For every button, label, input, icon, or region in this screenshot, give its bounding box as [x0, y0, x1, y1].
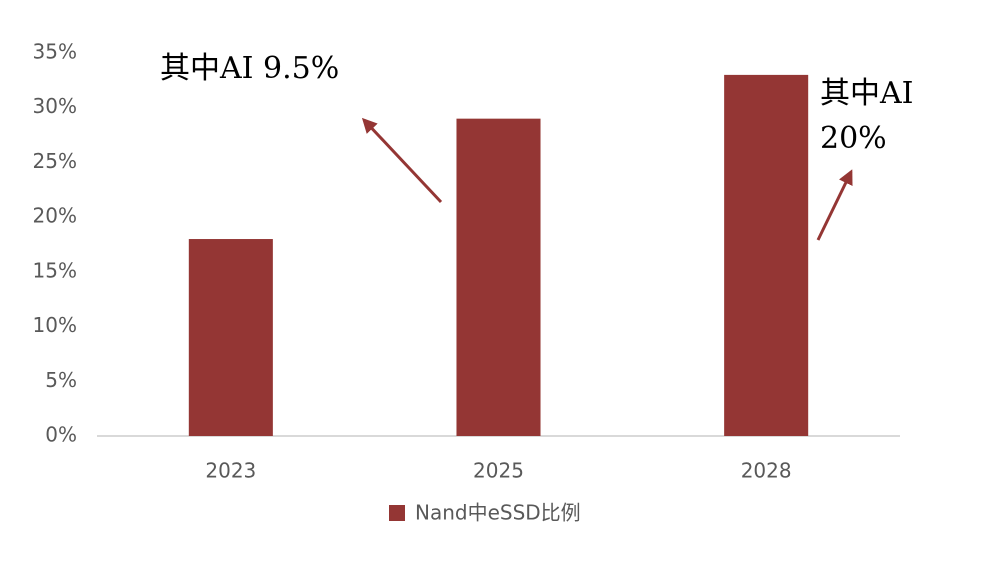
x-tick-label: 2028	[741, 459, 792, 483]
y-tick-label: 15%	[33, 258, 77, 282]
y-tick-label: 25%	[33, 149, 77, 173]
annotation: 其中AI 9.5%	[160, 51, 339, 86]
bar	[188, 239, 273, 436]
y-tick-label: 30%	[33, 94, 77, 118]
y-tick-label: 0%	[45, 423, 77, 447]
annotation: 其中AI	[820, 76, 914, 111]
annotation: 20%	[820, 121, 887, 156]
x-tick-label: 2025	[473, 459, 524, 483]
y-tick-label: 10%	[33, 313, 77, 337]
legend-swatch	[389, 505, 405, 521]
annotation-arrow	[816, 169, 853, 241]
annotation-arrow	[361, 117, 443, 204]
y-tick-label: 5%	[45, 368, 77, 392]
y-tick-label: 35%	[33, 40, 77, 64]
bar	[724, 74, 809, 436]
bar	[456, 118, 541, 437]
x-tick-label: 2023	[205, 459, 256, 483]
y-tick-label: 20%	[33, 204, 77, 228]
legend-label: Nand中eSSD比例	[415, 501, 581, 525]
